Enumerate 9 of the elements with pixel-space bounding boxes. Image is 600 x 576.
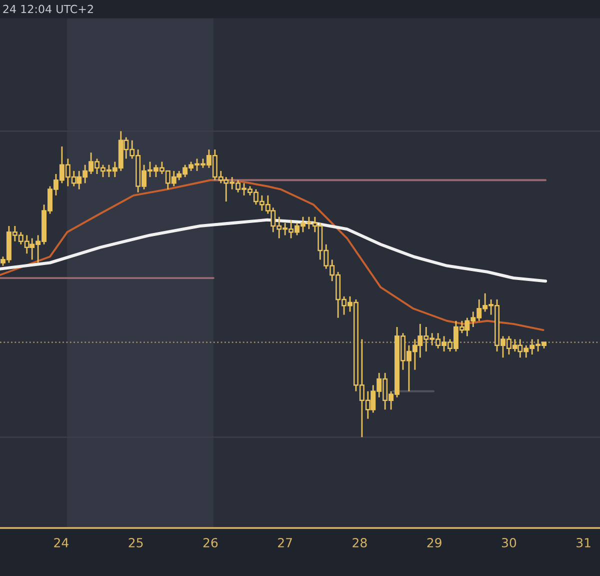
x-tick-label: 29 (427, 538, 442, 548)
x-tick-label: 31 (576, 538, 590, 548)
x-tick-label: 26 (203, 538, 218, 548)
x-tick-label: 25 (128, 538, 143, 548)
x-tick-label: 28 (352, 538, 367, 548)
x-tick-label: 24 (54, 538, 68, 548)
text: 24 12:04 UTC+2 (3, 4, 93, 14)
x-tick-label: 30 (502, 538, 516, 548)
x-tick-label: 27 (278, 538, 292, 548)
